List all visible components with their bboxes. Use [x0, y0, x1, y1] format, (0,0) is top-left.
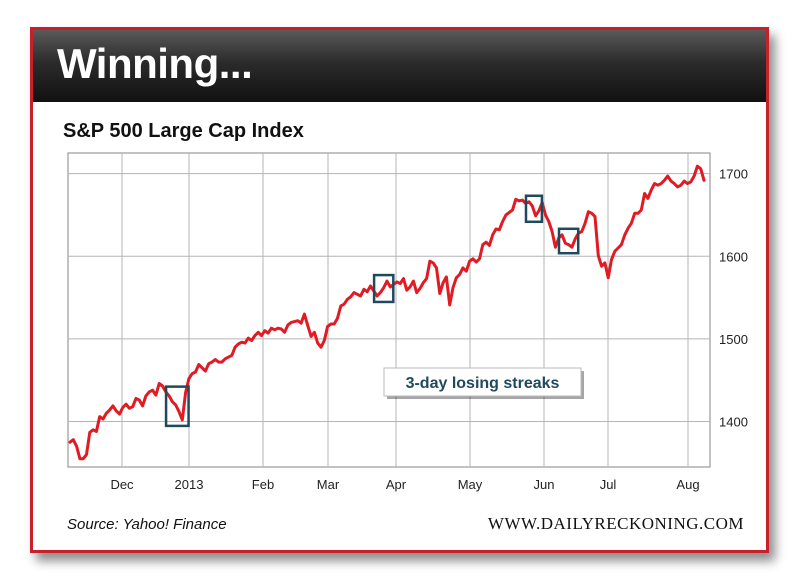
site-label: WWW.DAILYRECKONING.COM — [487, 514, 744, 533]
x-tick-label: Apr — [386, 477, 407, 492]
x-tick-label: Mar — [317, 477, 340, 492]
chart-title: S&P 500 Large Cap Index — [63, 120, 304, 142]
x-tick-label: Jun — [534, 477, 555, 492]
x-tick-label: Feb — [252, 477, 274, 492]
plot-area — [67, 152, 711, 468]
x-tick-label: 2013 — [175, 477, 204, 492]
annotation-box — [383, 367, 582, 397]
source-label: Source: Yahoo! Finance — [67, 516, 227, 533]
losing-streak-box — [557, 227, 580, 255]
y-tick-label: 1700 — [719, 167, 748, 182]
header-title: Winning... — [57, 40, 253, 87]
losing-streak-box — [372, 273, 395, 304]
losing-streak-box — [524, 194, 544, 224]
header-bar: Winning... — [33, 30, 766, 102]
losing-streak-box — [164, 385, 190, 428]
x-tick-label: Dec — [110, 477, 134, 492]
y-tick-label: 1400 — [719, 415, 748, 430]
x-tick-label: Aug — [676, 477, 699, 492]
series-line — [68, 164, 706, 461]
y-tick-label: 1500 — [719, 332, 748, 347]
x-tick-label: May — [458, 477, 483, 492]
annotation-label: 3-day losing streaks — [406, 375, 560, 392]
y-tick-label: 1600 — [719, 249, 748, 264]
x-tick-label: Jul — [600, 477, 617, 492]
